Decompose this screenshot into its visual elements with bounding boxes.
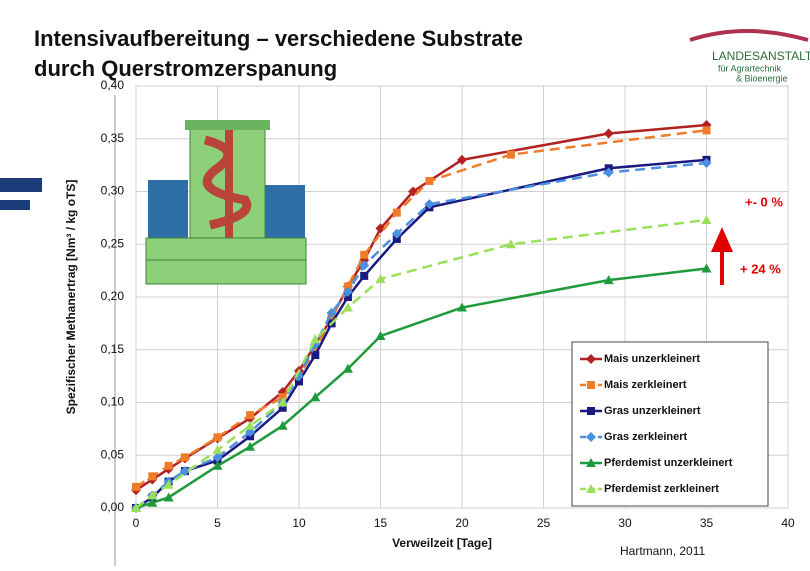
legend-label: Pferdemist zerkleinert	[604, 483, 719, 495]
deco-bar	[0, 178, 42, 192]
legend-marker	[587, 407, 595, 415]
x-tick-label: 20	[455, 516, 469, 530]
logo-line: für Agrartechnik	[718, 63, 782, 73]
point	[507, 151, 515, 159]
point	[703, 126, 711, 134]
illu-part	[146, 238, 306, 284]
x-tick-label: 10	[292, 516, 306, 530]
deco-bar	[0, 200, 30, 210]
source: Hartmann, 2011	[620, 544, 705, 558]
point	[132, 483, 140, 491]
legend-label: Pferdemist unzerkleinert	[604, 457, 733, 469]
x-axis-label: Verweilzeit [Tage]	[392, 536, 492, 550]
y-axis-label: Spezifischer Methanertrag [Nm³ / kg oTS]	[64, 180, 78, 415]
legend-label: Mais unzerkleinert	[604, 353, 700, 365]
slide-title: Intensivaufbereitung – verschiedene Subs…	[34, 26, 523, 51]
legend-label: Mais zerkleinert	[604, 379, 687, 391]
slide: Intensivaufbereitung – verschiedene Subs…	[0, 0, 810, 566]
illu-part	[185, 120, 270, 130]
x-tick-label: 0	[133, 516, 140, 530]
x-tick-label: 35	[700, 516, 714, 530]
legend-box	[572, 342, 768, 506]
point	[165, 462, 173, 470]
slide-subtitle: durch Querstromzerspanung	[34, 56, 337, 81]
y-tick-label: 0,10	[101, 395, 125, 409]
y-tick-label: 0,05	[101, 447, 125, 461]
annotation: +- 0 %	[745, 194, 783, 209]
illu-part	[265, 185, 305, 240]
point	[246, 411, 254, 419]
point	[425, 177, 433, 185]
illu-part	[148, 180, 188, 240]
logo-line: & Bioenergie	[736, 73, 788, 83]
y-tick-label: 0,00	[101, 500, 125, 514]
point	[148, 472, 156, 480]
annotation: + 24 %	[740, 261, 781, 276]
y-tick-label: 0,15	[101, 342, 125, 356]
legend-marker	[587, 381, 595, 389]
illu-part	[225, 130, 233, 240]
point	[393, 209, 401, 217]
y-tick-label: 0,30	[101, 184, 125, 198]
x-tick-label: 25	[537, 516, 551, 530]
plot: 0,00 0,05 0,10 0,15 0,20 0,25 0,30 0,35 0,40 0 5 10…	[64, 78, 795, 550]
y-tick-label: 0,25	[101, 236, 125, 250]
point	[181, 453, 189, 461]
x-tick-label: 5	[214, 516, 221, 530]
logo-name: LANDESANSTALT	[712, 49, 810, 63]
point	[214, 433, 222, 441]
x-tick-label: 30	[618, 516, 632, 530]
x-tick-label: 40	[781, 516, 795, 530]
legend-label: Gras unzerkleinert	[604, 405, 701, 417]
point	[360, 272, 368, 280]
legend: Mais unzerkleinert Mais zerkleinert Gras u…	[572, 342, 768, 506]
y-tick-label: 0,20	[101, 289, 125, 303]
y-tick-label: 0,35	[101, 131, 125, 145]
legend-label: Gras zerkleinert	[604, 431, 687, 443]
y-tick-label: 0,40	[101, 78, 125, 92]
x-tick-label: 15	[374, 516, 388, 530]
point	[360, 251, 368, 259]
